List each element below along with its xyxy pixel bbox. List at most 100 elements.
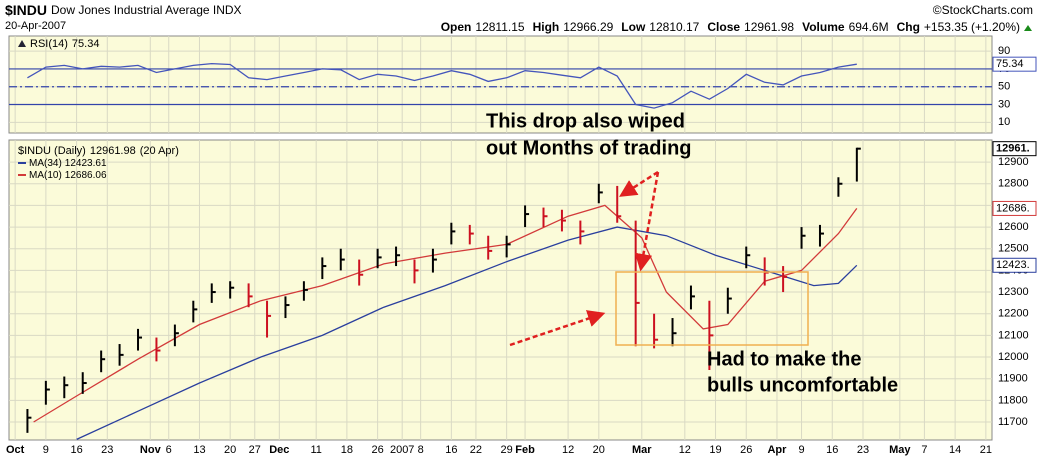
x-tick-label: Oct bbox=[6, 444, 25, 456]
end-label-box bbox=[992, 56, 1037, 72]
price-last: 12961.98 bbox=[90, 145, 136, 157]
x-tick-label: 14 bbox=[949, 444, 961, 456]
annotation: bulls uncomfortable bbox=[707, 374, 898, 396]
ma-name: MA(34) bbox=[29, 158, 62, 169]
description: Dow Jones Industrial Average INDX bbox=[51, 3, 242, 17]
moving-average bbox=[76, 226, 858, 440]
x-tick-label: 2007 bbox=[390, 444, 414, 456]
x-tick-label: 16 bbox=[70, 444, 82, 456]
rsi-name: RSI(14) bbox=[30, 38, 68, 50]
x-tick-label: Apr bbox=[767, 444, 787, 456]
rsi-panel bbox=[8, 35, 993, 134]
arrow bbox=[619, 170, 659, 197]
x-tick-label: Feb bbox=[515, 444, 535, 456]
ma-last: 12423.61 bbox=[65, 158, 107, 169]
x-tick-label: 19 bbox=[709, 444, 721, 456]
price-panel bbox=[8, 139, 993, 441]
y-tick-label: 90 bbox=[998, 45, 1010, 57]
x-tick-label: 8 bbox=[418, 444, 424, 456]
x-tick-label: 26 bbox=[372, 444, 384, 456]
quote-value: 12811.15 bbox=[475, 20, 524, 34]
quote-value: +153.35 (+1.20%) bbox=[924, 20, 1020, 34]
y-tick-label: 12600 bbox=[998, 221, 1029, 233]
x-tick-label: Mar bbox=[632, 444, 652, 456]
x-tick-label: 18 bbox=[341, 444, 353, 456]
rsi-line bbox=[27, 62, 857, 109]
annotation: Had to make the bbox=[707, 348, 861, 370]
x-tick-label: 16 bbox=[826, 444, 838, 456]
x-tick-label: 23 bbox=[101, 444, 113, 456]
end-label: 12686. bbox=[996, 202, 1030, 214]
source: ©StockCharts.com bbox=[933, 3, 1033, 17]
y-tick-label: 12000 bbox=[998, 351, 1029, 363]
quote-label: High bbox=[533, 20, 560, 34]
y-tick-label: 12300 bbox=[998, 286, 1029, 298]
x-tick-label: 12 bbox=[562, 444, 574, 456]
y-tick-label: 12800 bbox=[998, 178, 1029, 190]
arrow bbox=[634, 171, 660, 272]
x-tick-label: Nov bbox=[140, 444, 162, 456]
price-name: $INDU (Daily) bbox=[18, 145, 86, 157]
end-label-box bbox=[992, 257, 1037, 273]
annotation: This drop also wiped bbox=[486, 110, 685, 132]
rsi-last: 75.34 bbox=[72, 38, 100, 50]
quote-value: 694.6M bbox=[849, 20, 889, 34]
y-tick-label: 12100 bbox=[998, 329, 1029, 341]
header-line: $INDU Dow Jones Industrial Average INDX bbox=[5, 2, 242, 18]
rsi-legend: RSI(14) 75.34 bbox=[30, 38, 99, 50]
x-tick-label: 13 bbox=[193, 444, 205, 456]
x-tick-label: 23 bbox=[857, 444, 869, 456]
price-legend: $INDU (Daily) 12961.98 (20 Apr) bbox=[18, 145, 179, 157]
x-tick-label: 12 bbox=[679, 444, 691, 456]
y-tick-label: 10 bbox=[998, 116, 1010, 128]
quote-value: 12810.17 bbox=[649, 20, 699, 34]
quote-value: 12961.98 bbox=[744, 20, 794, 34]
end-label: 75.34 bbox=[996, 58, 1024, 70]
quote: Open 12811.15 High 12966.29 Low 12810.17 Close… bbox=[441, 20, 1020, 34]
x-tick-label: 21 bbox=[980, 444, 992, 456]
legend-entry: MA(10) 12686.06 bbox=[29, 170, 107, 181]
annotation: out Months of trading bbox=[486, 137, 692, 159]
y-tick-label: 50 bbox=[998, 81, 1010, 93]
highlight-box bbox=[615, 271, 809, 346]
y-tick-label: 30 bbox=[998, 98, 1010, 110]
x-tick-label: Dec bbox=[269, 444, 289, 456]
ma-last: 12686.06 bbox=[65, 170, 107, 181]
x-tick-label: 6 bbox=[166, 444, 172, 456]
x-tick-label: 22 bbox=[470, 444, 482, 456]
y-tick-label: 11800 bbox=[998, 394, 1028, 406]
y-tick-label: 12900 bbox=[998, 156, 1029, 168]
x-tick-label: 26 bbox=[740, 444, 752, 456]
quote-label: Open bbox=[441, 20, 472, 34]
end-label-box bbox=[992, 141, 1037, 157]
ma-name: MA(10) bbox=[29, 170, 62, 181]
x-tick-label: 7 bbox=[921, 444, 927, 456]
annotations: This drop also wiped out Months of tradi… bbox=[486, 110, 898, 396]
y-tick-label: 11700 bbox=[998, 416, 1028, 428]
x-tick-label: 9 bbox=[43, 444, 49, 456]
quote-label: Volume bbox=[802, 20, 845, 34]
arrow bbox=[509, 310, 606, 347]
quote-label: Chg bbox=[897, 20, 920, 34]
x-tick-label: 20 bbox=[593, 444, 605, 456]
price-date: (20 Apr) bbox=[140, 145, 179, 157]
plot bbox=[9, 36, 992, 440]
rsi-icon bbox=[18, 40, 26, 47]
x-tick-label: 27 bbox=[249, 444, 261, 456]
quote-value: 12966.29 bbox=[563, 20, 613, 34]
header: $INDU Dow Jones Industrial Average INDX ©… bbox=[5, 2, 1033, 34]
quote-label: Low bbox=[621, 20, 646, 34]
x-tick-label: 11 bbox=[310, 444, 321, 456]
legends: RSI(14) 75.34 $INDU (Daily) 12961.98 (20 Ap… bbox=[18, 38, 179, 181]
x-tick-label: 16 bbox=[445, 444, 457, 456]
quote-label: Close bbox=[707, 20, 740, 34]
legend-entry: MA(34) 12423.61 bbox=[29, 158, 107, 169]
y-tick-label: 12200 bbox=[998, 308, 1029, 320]
y-tick-label: 11900 bbox=[998, 373, 1028, 385]
x-tick-label: 29 bbox=[501, 444, 513, 456]
y-tick-label: 12500 bbox=[998, 243, 1029, 255]
date: 20-Apr-2007 bbox=[5, 20, 66, 32]
up-arrow-icon bbox=[1024, 25, 1032, 31]
